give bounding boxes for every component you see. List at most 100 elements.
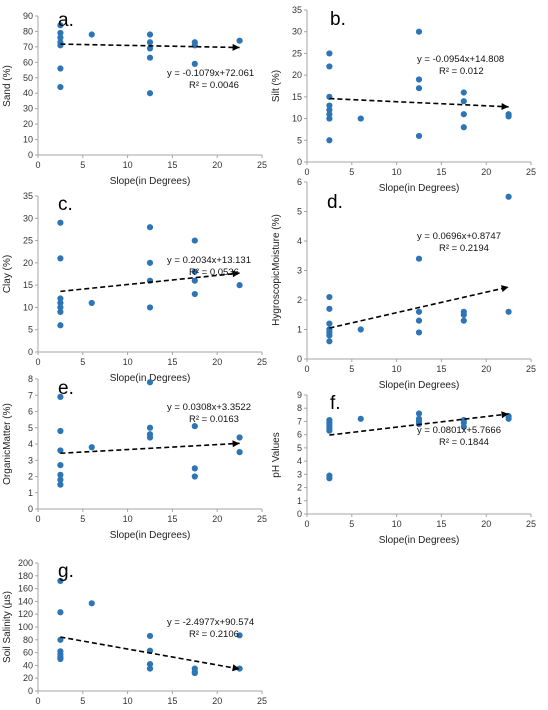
x-tick-label: 25 [526, 519, 536, 529]
x-tick-label: 25 [257, 357, 267, 367]
data-point [88, 600, 95, 607]
data-point [460, 111, 467, 118]
data-point [57, 22, 64, 29]
data-point [191, 423, 198, 430]
y-tick-label: 6 [297, 177, 302, 187]
x-axis-label: Slope(in Degrees) [110, 373, 191, 384]
y-tick-label: 0 [28, 686, 33, 696]
y-tick-label: 7 [28, 390, 33, 400]
y-tick-label: 0 [28, 347, 33, 357]
trendline-equation: y = 0.0696x+0.8747 [417, 231, 501, 242]
x-tick-label: 10 [123, 160, 133, 170]
y-tick-label: 30 [292, 27, 302, 37]
y-axis-label: HygroscopicMoisture (%) [271, 214, 282, 326]
trendline [329, 286, 509, 329]
y-tick-label: 200 [18, 558, 33, 568]
panel-2: 0 5 10 15 20 25 0 5 10 15 20 25 30 35 y = -0.0954x+14.… [271, 5, 536, 194]
y-tick-label: 5 [28, 423, 33, 433]
x-tick-label: 5 [80, 514, 85, 524]
y-tick-label: 160 [18, 584, 33, 594]
data-point [57, 393, 64, 400]
y-tick-label: 5 [297, 443, 302, 453]
x-tick-label: 0 [35, 696, 40, 706]
r-squared-label: R² = 0.0046 [189, 80, 239, 91]
x-tick-label: 10 [392, 364, 402, 374]
x-tick-label: 5 [349, 364, 354, 374]
data-point [460, 89, 467, 96]
data-point [57, 577, 64, 585]
panel-letter: f. [330, 393, 341, 414]
panel-3: 0 5 10 15 20 25 0 5 10 15 20 25 30 35 y = 0.2034x+13.1… [2, 191, 267, 384]
data-point [236, 282, 243, 289]
x-axis-label: Slope(in Degrees) [110, 176, 191, 187]
trendline-arrowhead [232, 43, 240, 51]
data-point [57, 636, 64, 643]
x-tick-label: 15 [167, 514, 177, 524]
x-tick-label: 15 [167, 160, 177, 170]
data-point [326, 137, 333, 144]
data-point [57, 447, 64, 454]
data-point [326, 111, 333, 118]
x-tick-label: 20 [212, 696, 222, 706]
x-tick-label: 25 [257, 514, 267, 524]
x-tick-label: 0 [304, 519, 309, 529]
y-tick-label: 30 [23, 104, 33, 114]
data-point [415, 28, 423, 35]
trendline-equation: y = -0.0954x+14.808 [417, 54, 504, 65]
y-tick-label: 80 [23, 635, 33, 645]
y-tick-label: 4 [297, 456, 302, 466]
y-tick-label: 8 [28, 374, 33, 384]
y-axis-label: pH Values [271, 432, 282, 477]
y-axis-label: Silt (%) [271, 70, 282, 102]
data-point [357, 415, 364, 422]
y-tick-label: 1 [28, 488, 33, 498]
data-point [326, 106, 333, 113]
data-point [146, 434, 154, 441]
x-tick-label: 25 [526, 364, 536, 374]
y-tick-label: 9 [297, 390, 302, 400]
y-tick-label: 25 [292, 48, 302, 58]
y-axis-label: Clay (%) [2, 255, 13, 293]
x-tick-label: 10 [123, 514, 133, 524]
data-point [460, 317, 467, 324]
data-point [57, 255, 64, 262]
y-tick-label: 100 [18, 622, 33, 632]
y-tick-label: 2 [297, 295, 302, 305]
x-tick-label: 5 [349, 167, 354, 177]
data-point [236, 632, 243, 639]
x-axis-label: Slope(in Degrees) [379, 535, 460, 546]
x-tick-label: 0 [35, 514, 40, 524]
data-point [57, 427, 64, 435]
data-point [57, 42, 64, 49]
y-tick-label: 180 [18, 571, 33, 581]
y-tick-label: 0 [297, 157, 302, 167]
r-squared-label: R² = 0.0163 [189, 414, 239, 425]
x-tick-label: 5 [80, 357, 85, 367]
data-point [146, 259, 154, 266]
y-axis-label: Soil Salinity (µs) [2, 591, 13, 663]
data-point [326, 305, 333, 312]
y-tick-label: 5 [28, 325, 33, 335]
data-point [57, 462, 64, 469]
data-point [191, 277, 198, 284]
data-point [326, 320, 333, 327]
data-point [326, 332, 333, 339]
x-tick-label: 15 [167, 696, 177, 706]
y-tick-label: 30 [23, 213, 33, 223]
x-tick-label: 10 [123, 696, 133, 706]
r-squared-label: R² = 0.1844 [439, 437, 489, 448]
y-tick-label: 60 [23, 57, 33, 67]
data-point [415, 329, 423, 336]
trendline [60, 636, 240, 670]
x-tick-label: 15 [436, 364, 446, 374]
x-tick-label: 0 [35, 160, 40, 170]
data-point [146, 424, 154, 431]
data-point [415, 308, 423, 315]
trendline-arrowhead [501, 411, 509, 419]
data-point [146, 379, 154, 386]
data-point [146, 90, 154, 97]
x-tick-label: 5 [349, 519, 354, 529]
y-tick-label: 6 [297, 430, 302, 440]
data-point [460, 311, 467, 318]
panel-5: 0 5 10 15 20 25 0 1 2 3 4 5 6 7 8 y = 0.0308x+3.3522R² … [2, 374, 267, 541]
